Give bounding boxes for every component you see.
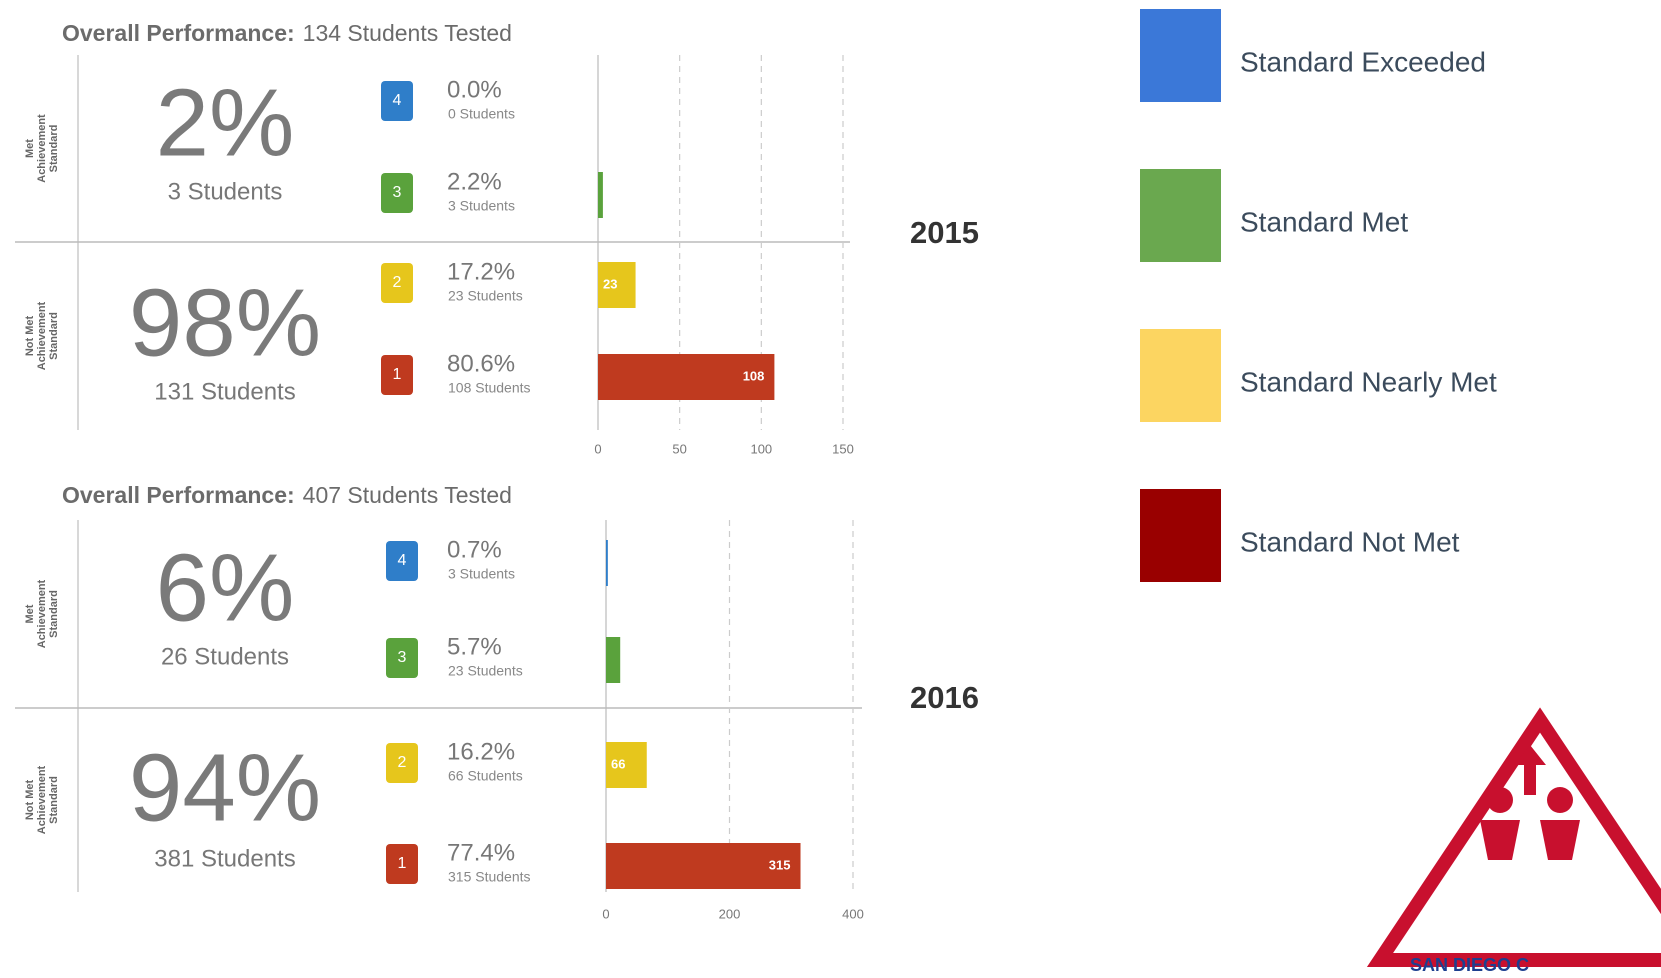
group-students: 381 Students (154, 845, 295, 872)
x-tick-label: 100 (750, 441, 772, 456)
level-badge (381, 263, 413, 303)
group-students: 26 Students (161, 643, 289, 670)
level-percent: 77.4% (447, 839, 515, 866)
chart-title: Overall Performance: 407 Students Tested (62, 482, 512, 508)
group-side-label: Standard (48, 776, 60, 824)
level-number: 2 (398, 754, 407, 771)
level-badge (386, 844, 418, 884)
legend-swatch (1140, 329, 1221, 422)
level-number: 1 (393, 366, 402, 383)
level-badge (381, 355, 413, 395)
group-side-label: Achievement (36, 579, 48, 648)
level-number: 4 (393, 92, 402, 109)
bar (606, 637, 621, 683)
legend-swatch (1140, 489, 1221, 582)
legend-label: Standard Nearly Met (1240, 366, 1497, 397)
bar-value-label: 66 (611, 756, 625, 771)
level-percent: 17.2% (447, 258, 515, 285)
title-count: 134 Students Tested (303, 20, 512, 46)
group-students: 131 Students (154, 378, 295, 405)
chart-title: Overall Performance: 134 Students Tested (62, 20, 512, 46)
legend-label: Standard Met (1240, 206, 1408, 237)
bar (598, 262, 636, 308)
bar-value-label: 23 (603, 276, 617, 291)
level-badge (381, 81, 413, 121)
level-students: 23 Students (448, 663, 523, 679)
level-badge (386, 743, 418, 783)
level-percent: 2.2% (447, 168, 502, 195)
legend-swatch (1140, 169, 1221, 262)
level-badge (386, 541, 418, 581)
logo-arrow (1514, 745, 1546, 795)
x-tick-label: 150 (832, 441, 854, 456)
logo-text: SAN DIEGO C (1410, 955, 1529, 975)
group-side-label: Achievement (36, 765, 48, 834)
logo-figure (1547, 787, 1573, 813)
legend-label: Standard Not Met (1240, 526, 1460, 557)
logo-figure (1487, 787, 1513, 813)
level-number: 3 (393, 184, 402, 201)
group-percent: 98% (129, 269, 321, 376)
group-side-label: Standard (48, 312, 60, 360)
legend-swatch (1140, 9, 1221, 102)
group-side-label: Standard (48, 125, 60, 173)
level-percent: 16.2% (447, 738, 515, 765)
group-side-label: Achievement (36, 114, 48, 183)
level-badge (386, 638, 418, 678)
group-side-label: Not Met (24, 780, 36, 821)
bar (606, 742, 647, 788)
bar (606, 540, 608, 586)
level-percent: 0.7% (447, 536, 502, 563)
legend-label: Standard Exceeded (1240, 46, 1486, 77)
group-side-label: Achievement (36, 301, 48, 370)
bar (598, 354, 775, 400)
level-badge (381, 173, 413, 213)
x-tick-label: 0 (594, 441, 601, 456)
x-tick-label: 0 (602, 906, 609, 921)
group-percent: 6% (156, 534, 295, 641)
level-students: 315 Students (448, 869, 531, 885)
level-students: 108 Students (448, 380, 531, 396)
level-number: 3 (398, 649, 407, 666)
level-students: 0 Students (448, 106, 515, 122)
title-count: 407 Students Tested (303, 482, 512, 508)
x-tick-label: 50 (672, 441, 686, 456)
group-percent: 94% (129, 734, 321, 841)
logo-bodies (1480, 820, 1580, 860)
performance-chart: Overall Performance: 407 Students Tested 0… (15, 482, 979, 921)
level-number: 4 (398, 552, 407, 569)
group-students: 3 Students (168, 178, 283, 205)
x-tick-label: 400 (842, 906, 864, 921)
bar (598, 172, 603, 218)
level-percent: 80.6% (447, 350, 515, 377)
group-side-label: Standard (48, 590, 60, 638)
level-number: 1 (398, 855, 407, 872)
year-label: 2016 (910, 680, 979, 715)
bar (606, 843, 801, 889)
bar-value-label: 108 (743, 368, 765, 383)
year-label: 2015 (910, 215, 979, 250)
title-lead: Overall Performance: (62, 482, 295, 508)
logo: SAN DIEGO C (1366, 707, 1661, 975)
level-percent: 5.7% (447, 633, 502, 660)
group-percent: 2% (156, 69, 295, 176)
title-lead: Overall Performance: (62, 20, 295, 46)
group-side-label: Met (24, 604, 36, 623)
performance-chart: Overall Performance: 134 Students Tested 0… (15, 20, 979, 456)
level-students: 23 Students (448, 288, 523, 304)
level-students: 3 Students (448, 566, 515, 582)
level-students: 3 Students (448, 198, 515, 214)
level-percent: 0.0% (447, 76, 502, 103)
group-side-label: Met (24, 139, 36, 158)
x-tick-label: 200 (719, 906, 741, 921)
level-students: 66 Students (448, 768, 523, 784)
bar-value-label: 315 (769, 857, 791, 872)
logo-triangle (1366, 707, 1661, 967)
group-side-label: Not Met (24, 316, 36, 357)
level-number: 2 (393, 274, 402, 291)
